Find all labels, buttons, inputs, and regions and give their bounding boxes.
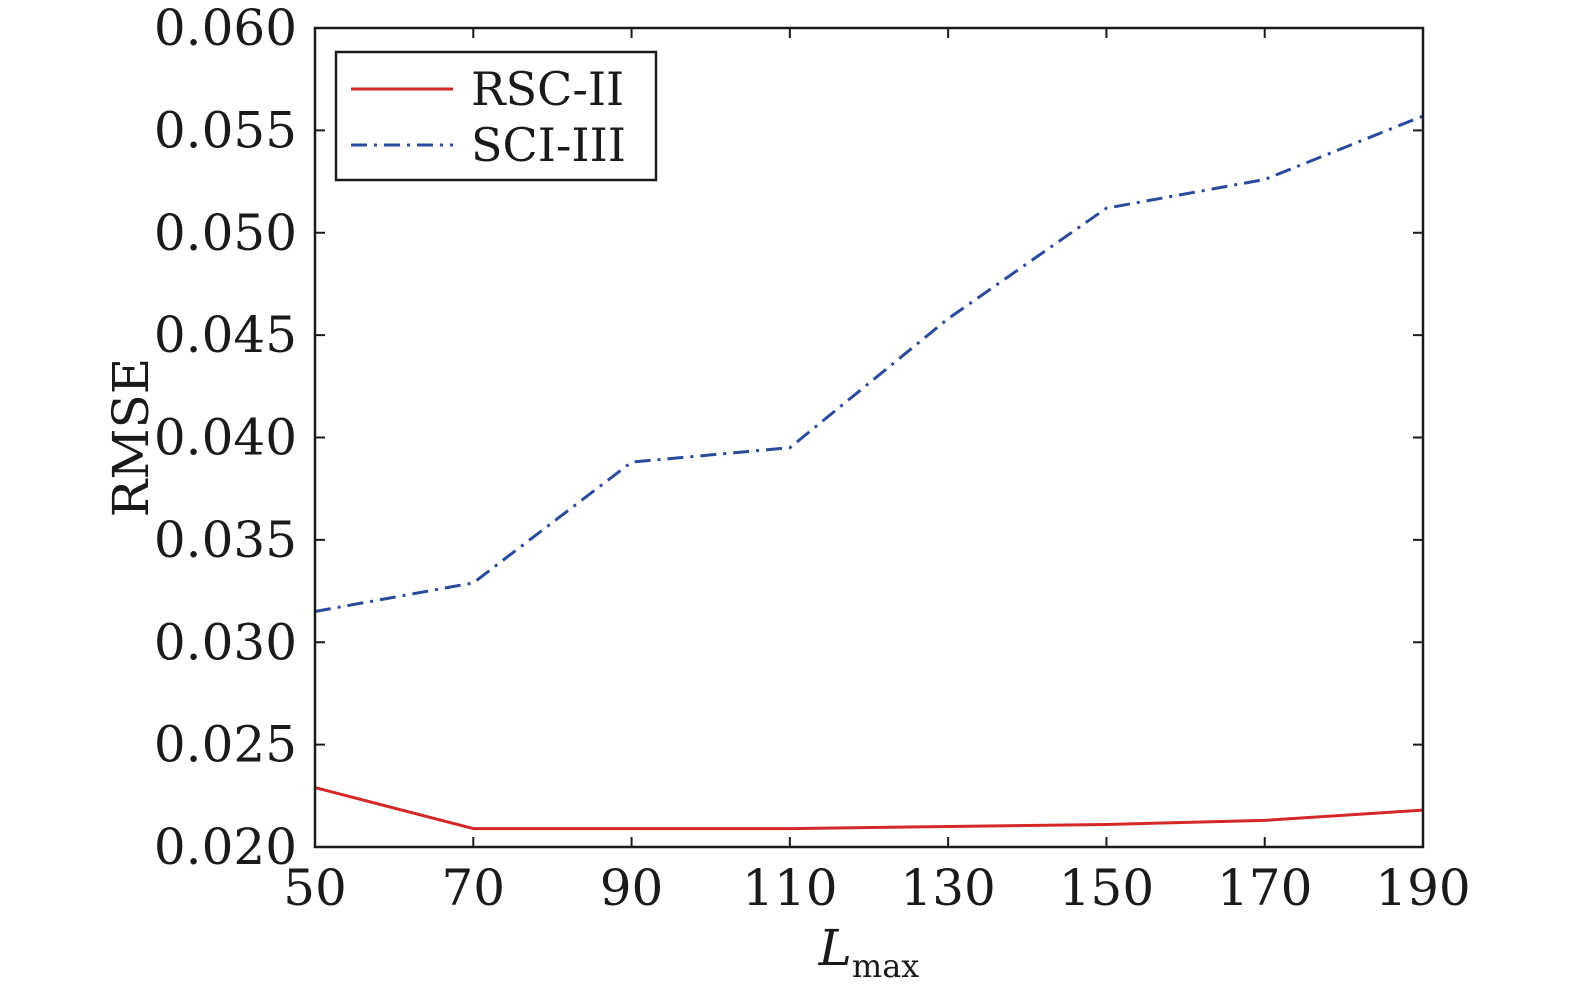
y-tick-label: 0.030: [154, 613, 297, 671]
legend-label-rsc-ii: RSC-II: [471, 62, 624, 116]
x-tick-label: 50: [283, 859, 347, 917]
y-tick-label: 0.040: [154, 409, 297, 467]
y-axis-label: RMSE: [102, 358, 160, 518]
y-tick-label: 0.050: [154, 204, 297, 262]
x-axis: 50 70 90 110 130 150 170 190: [283, 28, 1471, 917]
y-axis: 0.020 0.025 0.030 0.035 0.040 0.045 0.050 0.055…: [154, 0, 1423, 876]
x-tick-label: 150: [1059, 859, 1154, 917]
x-tick-label: 110: [742, 859, 837, 917]
x-tick-label: 130: [900, 859, 995, 917]
x-axis-label: Lmax: [818, 919, 920, 985]
x-tick-label: 190: [1375, 859, 1470, 917]
legend-box: [334, 50, 658, 182]
legend-label-sci-iii: SCI-III: [471, 118, 626, 172]
x-tick-label: 90: [600, 859, 664, 917]
y-tick-label: 0.055: [154, 101, 297, 159]
x-axis-label-main: L: [818, 919, 852, 977]
x-tick-label: 170: [1217, 859, 1312, 917]
series-layer: [314, 114, 1424, 831]
series-line-rsc-ii: [314, 786, 1424, 831]
x-tick-label: 70: [441, 859, 505, 917]
y-tick-label: 0.060: [154, 0, 297, 57]
y-tick-label: 0.020: [154, 818, 297, 876]
x-axis-label-subscript: max: [852, 947, 919, 985]
y-tick-label: 0.045: [154, 306, 297, 364]
y-tick-label: 0.035: [154, 511, 297, 569]
series-line-sci-iii: [314, 114, 1424, 613]
y-tick-label: 0.025: [154, 716, 297, 774]
